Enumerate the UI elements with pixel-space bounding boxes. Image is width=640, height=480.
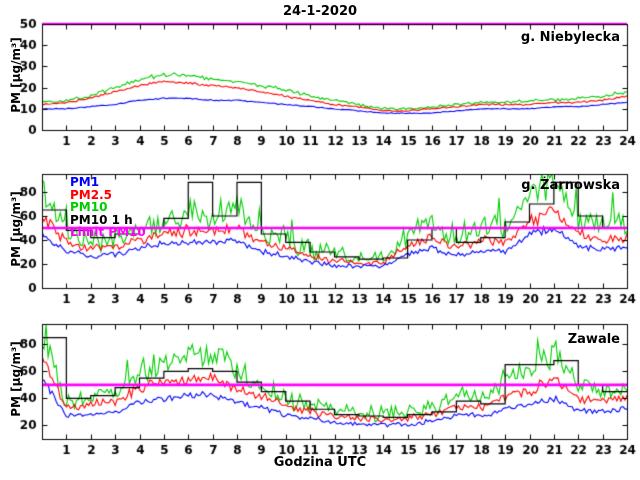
legend-item-pm1: PM1: [70, 175, 100, 189]
y-axis-label-top: PM [µg/m³]: [9, 37, 23, 113]
chart-canvas-zarnowska: [0, 166, 640, 316]
y-axis-label-bottom: PM [µg/m³]: [9, 341, 23, 417]
legend-item-pm10-1h: PM10 1 h: [70, 212, 133, 227]
station-label-zarnowska: g. Żarnowska: [521, 178, 620, 193]
chart-canvas-niebylecka: [0, 16, 640, 166]
y-axis-label-middle: PM [µg/m³]: [9, 191, 23, 267]
legend-item-pm25: PM2.5: [70, 187, 112, 202]
legend: PM1 PM2.5 PM10 PM10 1 h Limit PM10: [70, 176, 146, 239]
station-label-niebylecka: g. Niebylecka: [520, 30, 620, 45]
legend-item-pm10: PM10: [70, 200, 108, 214]
legend-item-limit: Limit PM10: [70, 225, 146, 239]
figure-title: 24-1-2020: [282, 4, 358, 19]
x-axis-label: Godzina UTC: [273, 455, 367, 470]
station-label-zawale: Zawale: [567, 332, 620, 347]
chart-canvas-zawale: [0, 316, 640, 466]
